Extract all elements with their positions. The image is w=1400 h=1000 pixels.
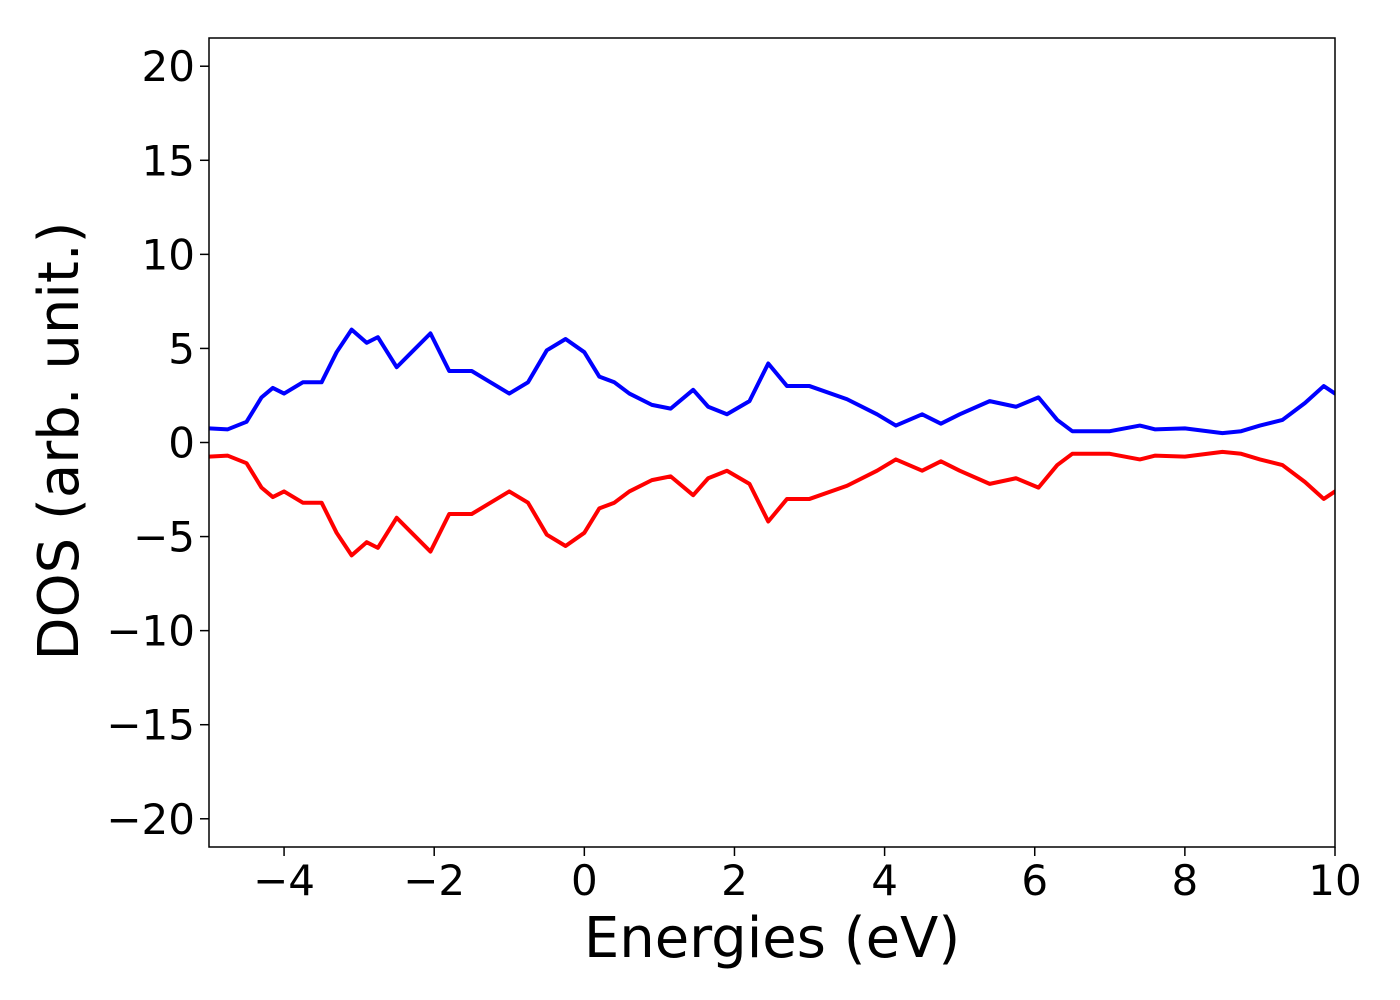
y-tick-label: 5 xyxy=(168,324,195,373)
y-tick-label: 10 xyxy=(142,230,195,279)
y-tick-label: −20 xyxy=(106,795,195,844)
x-tick-label: −2 xyxy=(403,856,465,905)
x-tick-label: 2 xyxy=(721,856,748,905)
x-tick-label: 4 xyxy=(871,856,898,905)
dos-line xyxy=(209,327,1335,436)
x-tick-label: −4 xyxy=(253,856,315,905)
x-axis-label: Energies (eV) xyxy=(584,906,960,971)
y-axis-label: DOS (arb. unit.) xyxy=(27,221,92,660)
x-tick-label: 10 xyxy=(1308,856,1361,905)
y-tick-label: −15 xyxy=(106,701,195,750)
dos-line xyxy=(209,449,1335,558)
plot-frame xyxy=(208,37,1336,848)
y-tick-label: −10 xyxy=(106,607,195,656)
x-tick-label: 8 xyxy=(1171,856,1198,905)
y-tick-label: 0 xyxy=(168,419,195,468)
y-tick-label: −5 xyxy=(133,513,195,562)
x-tick-label: 6 xyxy=(1021,856,1048,905)
y-tick-label: 15 xyxy=(142,136,195,185)
y-tick-label: 20 xyxy=(142,42,195,91)
x-tick-label: 0 xyxy=(571,856,598,905)
